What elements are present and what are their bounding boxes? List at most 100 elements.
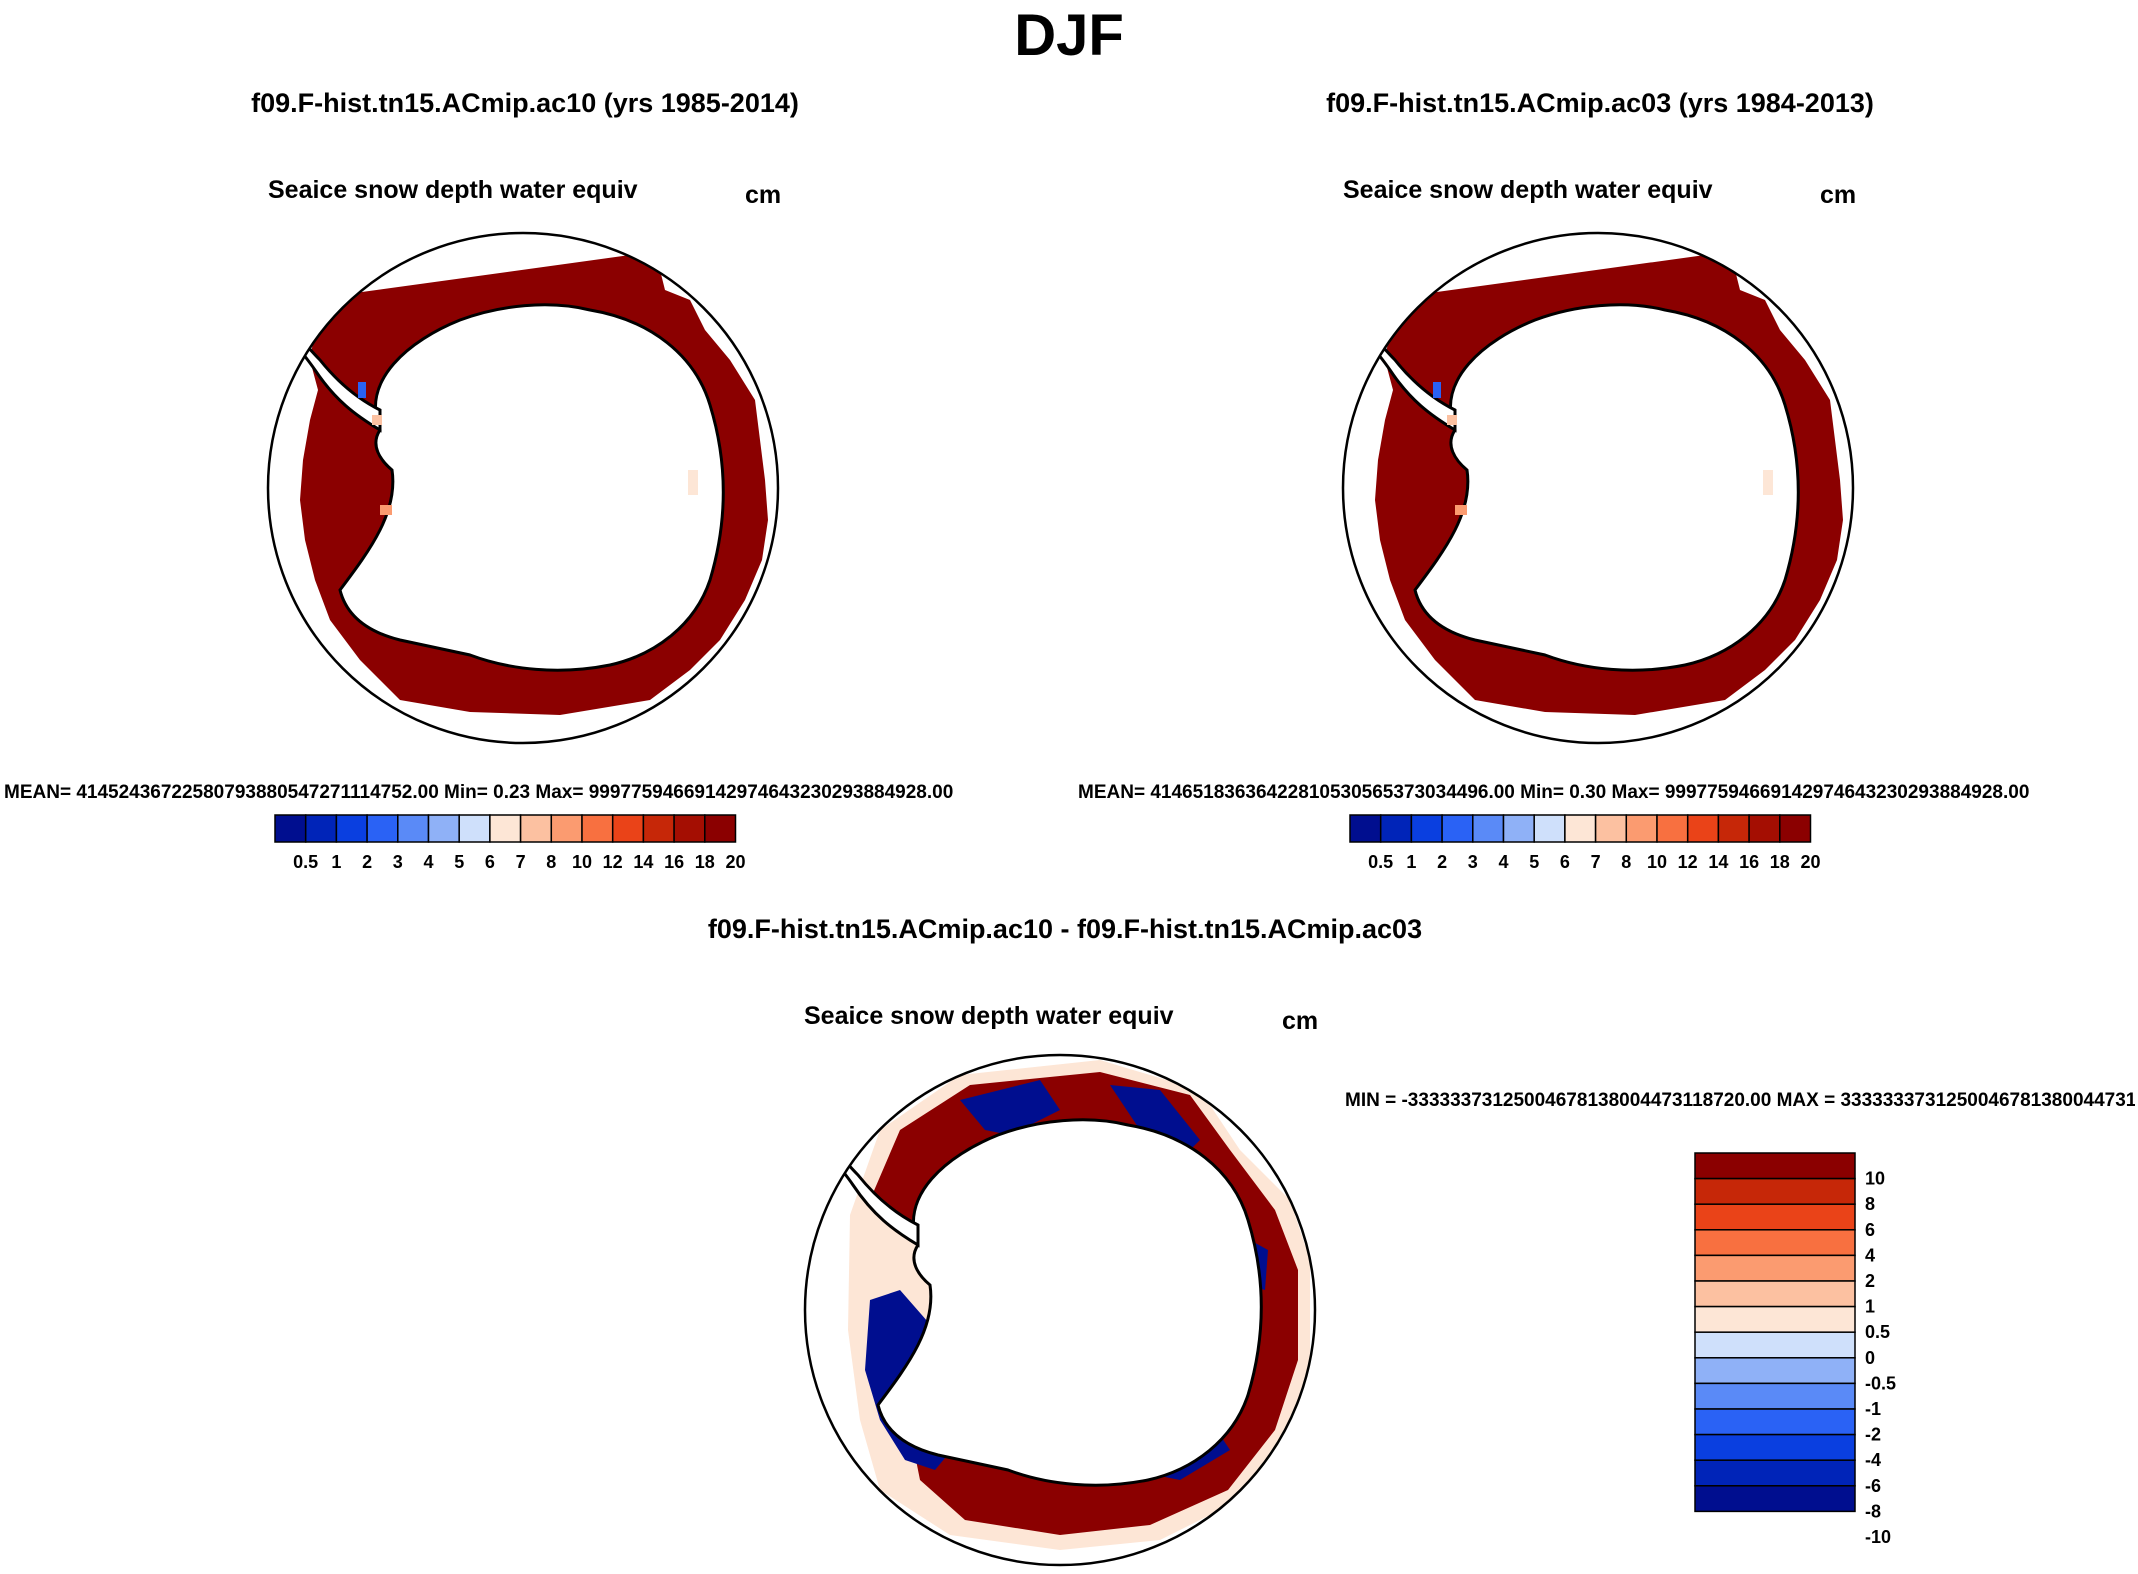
panel1-colorbar-swatch (304, 814, 338, 843)
panel1-colorbar-swatch (458, 814, 491, 843)
diff-colorbar-swatch (1694, 1357, 1856, 1385)
panel2-colorbar: 0.5 1 2 3 4 5 6 7 8 10 12 14 16 18 20 (1349, 814, 1821, 872)
panel1-colorbar-swatch (274, 814, 307, 843)
diff-colorbar-swatch (1694, 1152, 1856, 1180)
panel1-colorbar-swatch (581, 814, 614, 843)
diff-colorbar-swatch (1694, 1331, 1856, 1359)
diff-colorbar-tick-label: -0.5 (1865, 1373, 1896, 1393)
panel1-colorbar-tick-label: 5 (454, 852, 464, 872)
panel2-colorbar-tick-label: 10 (1647, 852, 1667, 872)
diff-colorbar-swatch (1694, 1254, 1856, 1282)
panel2-colorbar-swatch (1564, 814, 1597, 843)
panel1-colorbar-swatch (366, 814, 399, 843)
panel2-units-label: cm (1820, 181, 1857, 209)
diff-colorbar: 10 8 6 4 2 1 0.5 0 -0.5 -1 -2 -4 -6 -8 -10 (1694, 1152, 1896, 1547)
panel1-units-label: cm (745, 181, 782, 209)
panel1-colorbar-tick-label: 0.5 (293, 852, 318, 872)
panel1-colorbar-swatch (673, 814, 706, 843)
panel2-colorbar-tick-label: 3 (1468, 852, 1478, 872)
panel1-colorbar-tick-label: 2 (362, 852, 372, 872)
panel2-case-title: f09.F-hist.tn15.ACmip.ac03 (yrs 1984-201… (1326, 88, 1874, 118)
panel2-colorbar-swatch (1349, 814, 1382, 843)
panel1-colorbar-swatch (550, 814, 583, 843)
diff-colorbar-tick-label: 6 (1865, 1220, 1875, 1240)
panel1-colorbar-tick-label: 16 (664, 852, 684, 872)
panel2-colorbar-swatch (1472, 814, 1505, 843)
panel2-colorbar-tick-label: 20 (1800, 852, 1820, 872)
panel2-colorbar-tick-label: 18 (1770, 852, 1790, 872)
diff-colorbar-tick-label: 2 (1865, 1271, 1875, 1291)
diff-colorbar-tick-label: 0.5 (1865, 1322, 1890, 1342)
diff-units-label: cm (1282, 1007, 1319, 1035)
panel1-colorbar-swatch (489, 814, 522, 843)
diff-case-title: f09.F-hist.tn15.ACmip.ac10 - f09.F-hist.… (707, 914, 1423, 944)
panel1-colorbar-tick-label: 20 (725, 852, 745, 872)
diff-colorbar-swatch (1694, 1305, 1856, 1333)
panel1-colorbar-swatch (611, 814, 645, 843)
diff-colorbar-tick-label: -2 (1865, 1425, 1881, 1445)
panel1-colorbar-tick-label: 8 (546, 852, 556, 872)
panel1-colorbar-swatch (704, 814, 737, 843)
diff-colorbar-tick-label: 1 (1865, 1297, 1875, 1317)
panel1-colorbar: 0.5 1 2 3 4 5 6 7 8 10 12 14 16 18 20 (274, 814, 746, 872)
panel2-colorbar-tick-label: 12 (1678, 852, 1698, 872)
diff-colorbar-swatch (1694, 1229, 1856, 1257)
diff-colorbar-tick-label: -1 (1865, 1399, 1881, 1419)
panel1-colorbar-swatch (335, 814, 368, 843)
panel1-colorbar-tick-label: 10 (572, 852, 592, 872)
panel2-colorbar-tick-label: 6 (1560, 852, 1570, 872)
diff-colorbar-swatch (1694, 1382, 1856, 1410)
panel2-colorbar-swatch (1656, 814, 1689, 843)
panel2-colorbar-tick-label: 16 (1739, 852, 1759, 872)
panel1-case-title: f09.F-hist.tn15.ACmip.ac10 (yrs 1985-201… (251, 88, 799, 118)
panel2-colorbar-swatch (1686, 814, 1720, 843)
diff-colorbar-swatch (1694, 1280, 1856, 1308)
panel1-colorbar-swatch (519, 814, 553, 843)
diff-colorbar-swatch (1694, 1177, 1856, 1205)
panel2-colorbar-swatch (1502, 814, 1535, 843)
panel2-colorbar-swatch (1594, 814, 1628, 843)
diff-colorbar-tick-label: -8 (1865, 1501, 1881, 1521)
panel2-variable-label: Seaice snow depth water equiv (1343, 176, 1713, 204)
panel1-map (266, 231, 780, 745)
diff-colorbar-swatch (1694, 1203, 1856, 1231)
diff-colorbar-tick-label: -4 (1865, 1450, 1881, 1470)
diff-colorbar-tick-label: 10 (1865, 1169, 1885, 1189)
panel1-variable-label: Seaice snow depth water equiv (268, 176, 638, 204)
panel2-stats: MEAN= 41465183636422810530565373034496.0… (1078, 782, 2030, 803)
panel2-colorbar-swatch (1748, 814, 1781, 843)
diff-map (803, 1053, 1317, 1567)
panel2-colorbar-swatch (1533, 814, 1566, 843)
panel1-colorbar-tick-label: 12 (603, 852, 623, 872)
diff-colorbar-tick-label: -10 (1865, 1527, 1891, 1547)
panel1-colorbar-tick-label: 7 (516, 852, 526, 872)
panel1-stats: MEAN= 41452436722580793880547271114752.0… (4, 782, 954, 803)
panel1-colorbar-tick-label: 18 (695, 852, 715, 872)
panel2-colorbar-swatch (1625, 814, 1658, 843)
panel1-colorbar-tick-label: 1 (331, 852, 341, 872)
diff-colorbar-tick-label: -6 (1865, 1476, 1881, 1496)
panel2-colorbar-tick-label: 0.5 (1368, 852, 1393, 872)
panel2-colorbar-tick-label: 1 (1406, 852, 1416, 872)
figure-title: DJF (1014, 3, 1124, 68)
panel2-colorbar-tick-label: 5 (1529, 852, 1539, 872)
panel2-colorbar-tick-label: 7 (1591, 852, 1601, 872)
panel2-colorbar-tick-label: 2 (1437, 852, 1447, 872)
diff-colorbar-swatch (1694, 1485, 1856, 1513)
diff-variable-label: Seaice snow depth water equiv (804, 1002, 1174, 1030)
diff-colorbar-swatch (1694, 1459, 1856, 1487)
panel2-colorbar-tick-label: 4 (1498, 852, 1508, 872)
panel2-colorbar-swatch (1441, 814, 1474, 843)
panel1-colorbar-tick-label: 14 (633, 852, 653, 872)
panel2-colorbar-swatch (1779, 814, 1812, 843)
panel2-map (1341, 231, 1855, 745)
diff-stats: MIN = -33333373125004678138004473118720.… (1345, 1090, 2135, 1111)
panel1-colorbar-swatch (427, 814, 460, 843)
diff-colorbar-swatch (1694, 1408, 1856, 1436)
panel1-colorbar-swatch (642, 814, 675, 843)
panel1-colorbar-tick-label: 4 (423, 852, 433, 872)
diff-colorbar-tick-label: 4 (1865, 1245, 1875, 1265)
panel2-colorbar-swatch (1410, 814, 1443, 843)
panel2-colorbar-swatch (1379, 814, 1413, 843)
